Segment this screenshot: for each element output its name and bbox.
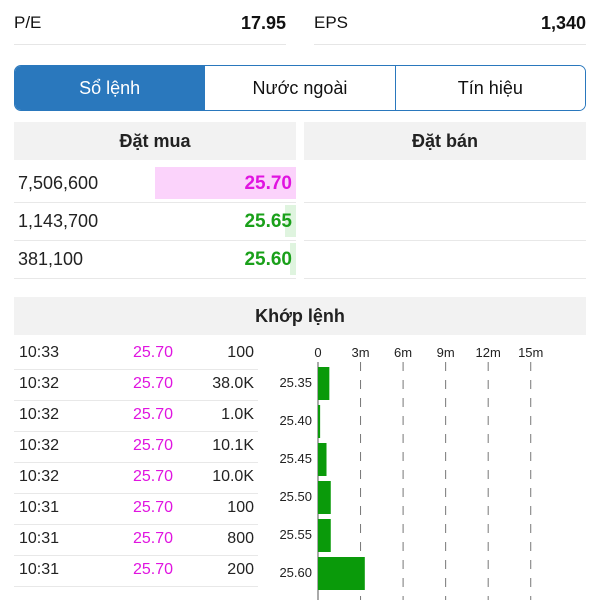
trade-qty: 10.1K bbox=[212, 437, 254, 454]
trade-qty: 100 bbox=[227, 499, 254, 516]
trade-qty: 100 bbox=[227, 344, 254, 361]
bid-price: 25.65 bbox=[244, 211, 292, 232]
trade-price: 25.70 bbox=[133, 468, 174, 485]
trade-row: 10:32 25.70 38.0K bbox=[14, 369, 258, 401]
trade-qty: 1.0K bbox=[221, 406, 254, 423]
bid-volume-bar bbox=[284, 205, 296, 237]
pe-stat: P/E 17.95 bbox=[14, 0, 286, 45]
chart-bar bbox=[318, 481, 331, 514]
trade-price: 25.70 bbox=[133, 375, 174, 392]
ask-row bbox=[304, 164, 586, 203]
chart-x-tick-label: 15m bbox=[518, 345, 543, 360]
trade-row: 10:32 25.70 10.0K bbox=[14, 462, 258, 494]
bid-volume-bar bbox=[155, 167, 296, 199]
bid-price: 25.70 bbox=[244, 173, 292, 194]
trade-qty: 10.0K bbox=[212, 468, 254, 485]
tab-foreign[interactable]: Nước ngoài bbox=[204, 66, 395, 110]
chart-x-tick-label: 3m bbox=[352, 345, 370, 360]
sell-header: Đặt bán bbox=[304, 122, 586, 160]
trade-time: 10:32 bbox=[19, 437, 60, 454]
trade-time: 10:31 bbox=[19, 499, 60, 516]
trade-price: 25.70 bbox=[133, 406, 174, 423]
chart-bar bbox=[318, 367, 330, 400]
chart-bar bbox=[318, 519, 331, 552]
tab-signals[interactable]: Tín hiệu bbox=[394, 66, 585, 110]
trade-time: 10:33 bbox=[19, 344, 60, 361]
trade-price: 25.70 bbox=[133, 499, 174, 516]
bid-price: 25.60 bbox=[244, 249, 292, 270]
bid-row[interactable]: 381,100 25.60 bbox=[14, 240, 296, 279]
trade-row: 10:32 25.70 10.1K bbox=[14, 431, 258, 463]
trade-time: 10:32 bbox=[19, 468, 60, 485]
bid-volume-bar bbox=[290, 243, 296, 275]
chart-x-tick-label: 12m bbox=[476, 345, 501, 360]
ask-row bbox=[304, 240, 586, 279]
ask-row bbox=[304, 202, 586, 241]
bid-volume: 7,506,600 bbox=[18, 173, 99, 193]
bid-volume: 381,100 bbox=[18, 249, 84, 269]
chart-x-tick-label: 0 bbox=[314, 345, 321, 360]
trade-row: 10:33 25.70 100 bbox=[14, 338, 258, 370]
chart-bar bbox=[318, 557, 365, 590]
chart-y-tick-label: 25.45 bbox=[279, 451, 312, 466]
chart-x-tick-label: 9m bbox=[437, 345, 455, 360]
chart-bar bbox=[318, 405, 321, 438]
view-segmented-control: Sổ lệnh Nước ngoài Tín hiệu bbox=[14, 65, 586, 111]
trade-price: 25.70 bbox=[133, 561, 174, 578]
eps-value: 1,340 bbox=[540, 13, 586, 33]
bid-row[interactable]: 1,143,700 25.65 bbox=[14, 202, 296, 241]
eps-label: EPS bbox=[314, 13, 349, 32]
trade-time: 10:31 bbox=[19, 561, 60, 578]
bid-volume: 1,143,700 bbox=[18, 211, 99, 231]
trade-time: 10:31 bbox=[19, 530, 60, 547]
tab-order-book[interactable]: Sổ lệnh bbox=[15, 66, 205, 110]
chart-y-tick-label: 25.60 bbox=[279, 565, 312, 580]
trade-qty: 200 bbox=[227, 561, 254, 578]
chart-bar bbox=[318, 443, 327, 476]
chart-y-tick-label: 25.35 bbox=[279, 375, 312, 390]
trade-row: 10:31 25.70 200 bbox=[14, 555, 258, 587]
bid-row[interactable]: 7,506,600 25.70 bbox=[14, 164, 296, 203]
trade-qty: 38.0K bbox=[212, 375, 254, 392]
trade-price: 25.70 bbox=[133, 344, 174, 361]
trade-time: 10:32 bbox=[19, 375, 60, 392]
matched-header: Khớp lệnh bbox=[14, 297, 586, 335]
trade-price: 25.70 bbox=[133, 437, 174, 454]
chart-y-tick-label: 25.55 bbox=[279, 527, 312, 542]
buy-header: Đặt mua bbox=[14, 122, 296, 160]
trade-price: 25.70 bbox=[133, 530, 174, 547]
chart-y-tick-label: 25.40 bbox=[279, 413, 312, 428]
volume-by-price-chart: 0 3m 6m 9m 12m 15m 25.35 25.40 25.45 25.50 25.55 25… bbox=[279, 345, 543, 600]
chart-x-tick-label: 6m bbox=[394, 345, 412, 360]
chart-y-tick-label: 25.50 bbox=[279, 489, 312, 504]
trade-qty: 800 bbox=[227, 530, 254, 547]
stats-bar: P/E 17.95 EPS 1,340 bbox=[14, 0, 586, 46]
trade-time: 10:32 bbox=[19, 406, 60, 423]
pe-label: P/E bbox=[14, 13, 42, 32]
trade-row: 10:32 25.70 1.0K bbox=[14, 400, 258, 432]
pe-value: 17.95 bbox=[240, 13, 286, 33]
trade-row: 10:31 25.70 100 bbox=[14, 493, 258, 525]
trade-row: 10:31 25.70 800 bbox=[14, 524, 258, 556]
eps-stat: EPS 1,340 bbox=[314, 0, 586, 45]
